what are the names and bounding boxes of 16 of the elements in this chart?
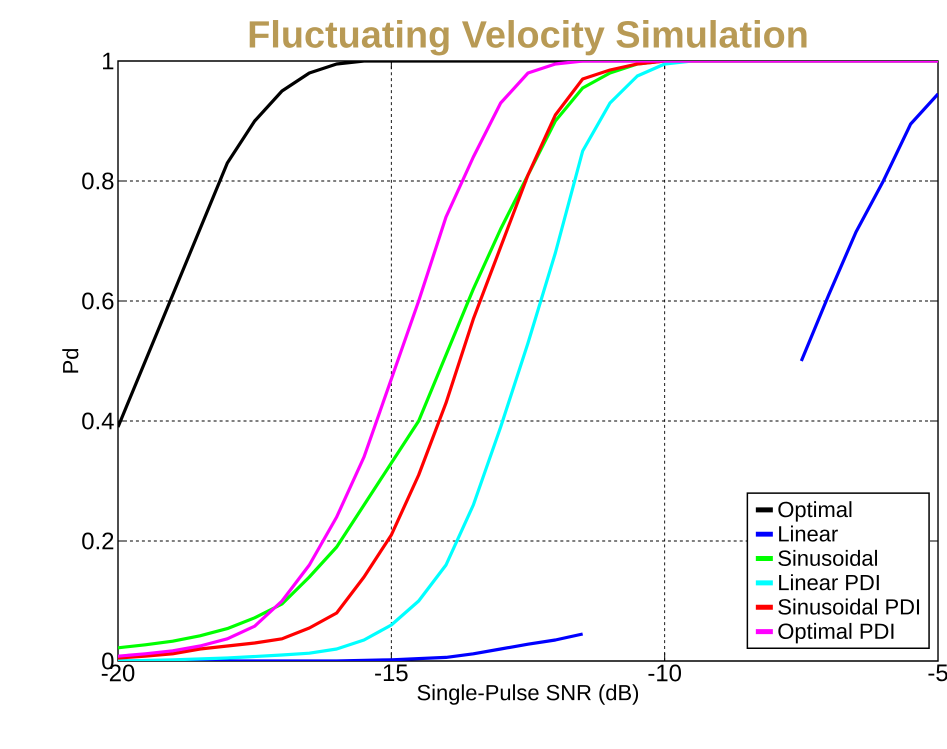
legend-label: Optimal <box>778 501 852 522</box>
x-tick-label: -10 <box>648 664 682 682</box>
y-tick-label: 1 <box>103 52 114 70</box>
x-tick-label: -15 <box>375 664 408 682</box>
y-tick-label: 0.6 <box>82 292 114 310</box>
chart-title: Fluctuating Velocity Simulation <box>250 20 806 56</box>
legend-label: Optimal PDI <box>778 622 894 644</box>
y-axis-title: Pd <box>62 349 78 373</box>
legend-label: Sinusoidal <box>778 550 877 566</box>
y-tick-label: 0.8 <box>82 172 114 190</box>
x-axis-title: Single-Pulse SNR (dB) <box>418 684 638 705</box>
legend-label: Linear <box>779 525 838 542</box>
legend-label: Sinusoidal PDI <box>778 598 920 615</box>
y-tick-label: 0.4 <box>82 412 114 430</box>
legend-label: Linear PDI <box>779 574 879 590</box>
y-tick-label: 0.2 <box>82 532 114 550</box>
